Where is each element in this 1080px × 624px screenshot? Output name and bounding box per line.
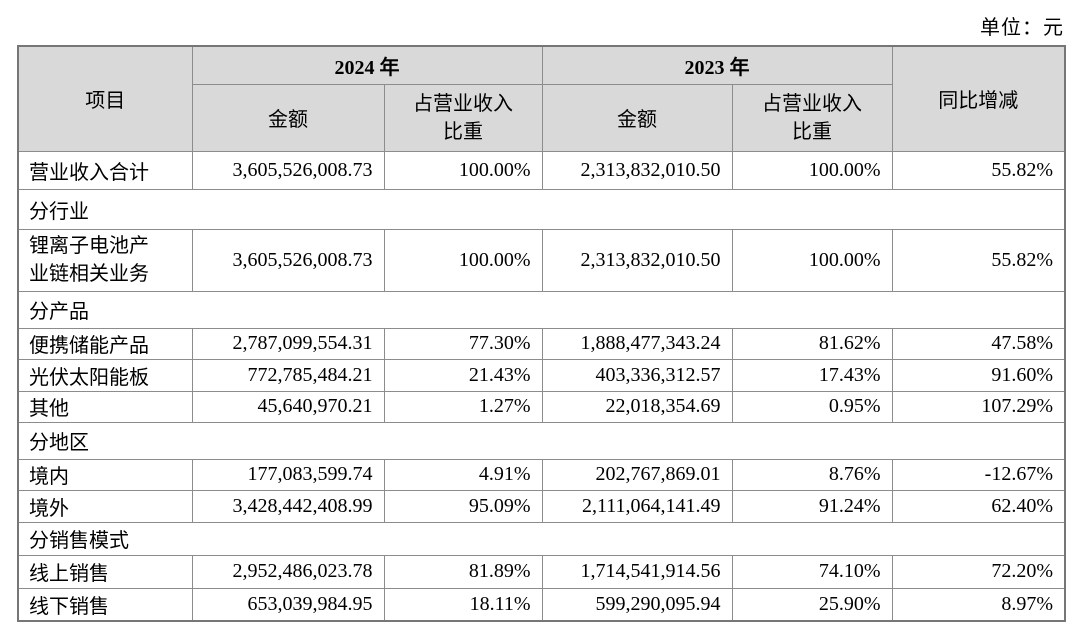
cell-pct-2024: 77.30% xyxy=(383,327,543,360)
table-body: 营业收入合计 3,605,526,008.73 100.00% 2,313,83… xyxy=(17,150,1066,622)
cell-yoy: 72.20% xyxy=(891,554,1066,589)
col-header-year-2023: 2023 年 xyxy=(541,45,893,85)
col-header-amount-2023: 金额 xyxy=(541,83,733,152)
cell-pct-2023: 17.43% xyxy=(731,358,893,392)
revenue-breakdown-table: 项目 2024 年 2023 年 同比增减 金额 占营业收入比重 金额 占营业收… xyxy=(17,45,1066,622)
cell-yoy: 8.97% xyxy=(891,587,1066,622)
cell-pct-2023: 0.95% xyxy=(731,390,893,423)
cell-amount-2023: 2,313,832,010.50 xyxy=(541,228,733,292)
header-row-measures: 金额 占营业收入比重 金额 占营业收入比重 xyxy=(18,83,1065,152)
section-label: 分行业 xyxy=(17,188,1066,230)
cell-pct-2024: 100.00% xyxy=(383,150,543,190)
cell-pct-2024: 100.00% xyxy=(383,228,543,292)
section-label: 分地区 xyxy=(17,421,1066,460)
cell-amount-2023: 202,767,869.01 xyxy=(541,458,733,491)
cell-yoy: 47.58% xyxy=(891,327,1066,360)
row-label: 境外 xyxy=(17,489,193,523)
table-row-total-revenue: 营业收入合计 3,605,526,008.73 100.00% 2,313,83… xyxy=(17,150,1066,190)
section-row-by-region: 分地区 xyxy=(17,421,1066,460)
col-header-pct-2024: 占营业收入比重 xyxy=(383,83,543,152)
col-header-pct-2023: 占营业收入比重 xyxy=(731,83,893,152)
table-row-portable-power: 便携储能产品 2,787,099,554.31 77.30% 1,888,477… xyxy=(17,327,1066,360)
cell-pct-2023: 91.24% xyxy=(731,489,893,523)
col-header-pct-2024-label: 占营业收入比重 xyxy=(413,92,513,143)
row-label: 锂离子电池产业链相关业务 xyxy=(17,228,193,292)
col-header-pct-2023-label: 占营业收入比重 xyxy=(762,92,862,143)
section-row-by-sales-model: 分销售模式 xyxy=(17,521,1066,556)
cell-yoy: 62.40% xyxy=(891,489,1066,523)
cell-amount-2023: 1,714,541,914.56 xyxy=(541,554,733,589)
cell-yoy: 55.82% xyxy=(891,228,1066,292)
col-header-item: 项目 xyxy=(17,45,193,152)
table-row-solar-panels: 光伏太阳能板 772,785,484.21 21.43% 403,336,312… xyxy=(17,358,1066,392)
cell-amount-2024: 2,952,486,023.78 xyxy=(191,554,385,589)
col-header-year-2024: 2024 年 xyxy=(191,45,543,85)
table-header: 项目 2024 年 2023 年 同比增减 金额 占营业收入比重 金额 占营业收… xyxy=(17,45,1066,152)
cell-amount-2024: 177,083,599.74 xyxy=(191,458,385,491)
cell-pct-2024: 4.91% xyxy=(383,458,543,491)
table-row-offline-sales: 线下销售 653,039,984.95 18.11% 599,290,095.9… xyxy=(17,587,1066,622)
table-row-domestic: 境内 177,083,599.74 4.91% 202,767,869.01 8… xyxy=(17,458,1066,491)
row-label: 便携储能产品 xyxy=(17,327,193,360)
col-header-yoy: 同比增减 xyxy=(891,45,1066,152)
unit-label: 单位：元 xyxy=(980,17,1064,39)
table-row-overseas: 境外 3,428,442,408.99 95.09% 2,111,064,141… xyxy=(17,489,1066,523)
section-label: 分产品 xyxy=(17,290,1066,329)
cell-pct-2024: 1.27% xyxy=(383,390,543,423)
table-row-online-sales: 线上销售 2,952,486,023.78 81.89% 1,714,541,9… xyxy=(17,554,1066,589)
col-header-amount-2024: 金额 xyxy=(191,83,385,152)
cell-pct-2023: 100.00% xyxy=(731,228,893,292)
cell-amount-2024: 2,787,099,554.31 xyxy=(191,327,385,360)
section-label: 分销售模式 xyxy=(17,521,1066,556)
cell-yoy: -12.67% xyxy=(891,458,1066,491)
cell-amount-2023: 403,336,312.57 xyxy=(541,358,733,392)
row-label: 光伏太阳能板 xyxy=(17,358,193,392)
cell-pct-2023: 100.00% xyxy=(731,150,893,190)
table-row-other: 其他 45,640,970.21 1.27% 22,018,354.69 0.9… xyxy=(17,390,1066,423)
cell-pct-2024: 81.89% xyxy=(383,554,543,589)
cell-yoy: 107.29% xyxy=(891,390,1066,423)
cell-pct-2024: 95.09% xyxy=(383,489,543,523)
row-label: 境内 xyxy=(17,458,193,491)
cell-amount-2024: 3,605,526,008.73 xyxy=(191,150,385,190)
row-label-text: 锂离子电池产业链相关业务 xyxy=(29,235,149,285)
row-label: 营业收入合计 xyxy=(17,150,193,190)
cell-amount-2023: 2,313,832,010.50 xyxy=(541,150,733,190)
cell-pct-2023: 25.90% xyxy=(731,587,893,622)
cell-amount-2023: 599,290,095.94 xyxy=(541,587,733,622)
row-label: 线上销售 xyxy=(17,554,193,589)
header-row-years: 项目 2024 年 2023 年 同比增减 xyxy=(17,45,1066,152)
cell-yoy: 55.82% xyxy=(891,150,1066,190)
table-row-liion-battery-business: 锂离子电池产业链相关业务 3,605,526,008.73 100.00% 2,… xyxy=(17,228,1066,292)
cell-amount-2023: 22,018,354.69 xyxy=(541,390,733,423)
cell-pct-2024: 18.11% xyxy=(383,587,543,622)
cell-amount-2023: 2,111,064,141.49 xyxy=(541,489,733,523)
row-label: 其他 xyxy=(17,390,193,423)
cell-amount-2024: 3,428,442,408.99 xyxy=(191,489,385,523)
cell-amount-2024: 772,785,484.21 xyxy=(191,358,385,392)
row-label: 线下销售 xyxy=(17,587,193,622)
section-row-by-product: 分产品 xyxy=(17,290,1066,329)
cell-amount-2024: 3,605,526,008.73 xyxy=(191,228,385,292)
cell-amount-2023: 1,888,477,343.24 xyxy=(541,327,733,360)
cell-amount-2024: 653,039,984.95 xyxy=(191,587,385,622)
cell-amount-2024: 45,640,970.21 xyxy=(191,390,385,423)
cell-yoy: 91.60% xyxy=(891,358,1066,392)
cell-pct-2024: 21.43% xyxy=(383,358,543,392)
cell-pct-2023: 8.76% xyxy=(731,458,893,491)
cell-pct-2023: 74.10% xyxy=(731,554,893,589)
section-row-by-industry: 分行业 xyxy=(17,188,1066,230)
cell-pct-2023: 81.62% xyxy=(731,327,893,360)
